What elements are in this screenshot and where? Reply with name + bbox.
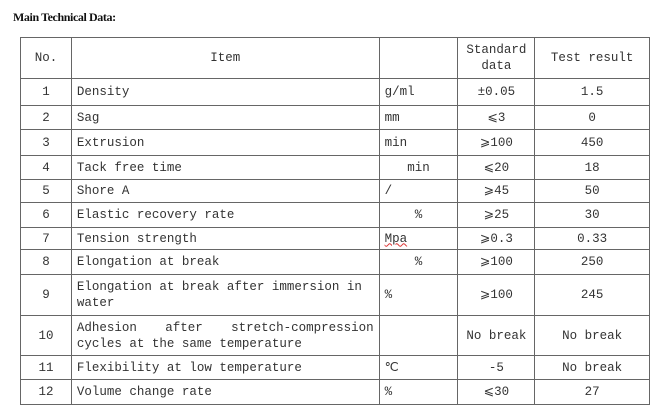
cell-unit: g/ml — [378, 78, 459, 106]
table-row: 3 Extrusion min ⩾100 450 — [20, 129, 650, 156]
cell-item: Volume change rate — [70, 379, 380, 405]
cell-standard: ⩾100 — [457, 129, 536, 156]
cell-unit: min — [378, 129, 459, 156]
cell-result: 0.33 — [534, 227, 650, 250]
cell-item: Tack free time — [70, 155, 380, 180]
cell-result: 27 — [534, 379, 650, 405]
cell-standard: ⩾45 — [457, 179, 536, 203]
cell-unit: min — [378, 155, 459, 180]
cell-item: Elongation at break after immersion in w… — [70, 274, 380, 316]
cell-item: Extrusion — [70, 129, 380, 156]
cell-standard: ⩽30 — [457, 379, 536, 405]
cell-unit: % — [378, 202, 459, 228]
cell-no: 3 — [20, 129, 72, 156]
cell-standard: -5 — [457, 355, 536, 380]
cell-standard: ⩾0.3 — [457, 227, 536, 250]
cell-unit: Mpa — [378, 227, 459, 250]
cell-no: 11 — [20, 355, 72, 380]
cell-item: Sag — [70, 105, 380, 130]
table-row: 2 Sag mm ⩽3 0 — [20, 105, 650, 130]
technical-data-table: No. Item Standard data Test result 1 Dens… — [20, 37, 650, 405]
cell-standard: ⩾100 — [457, 249, 536, 275]
table-row: 7 Tension strength Mpa ⩾0.3 0.33 — [20, 227, 650, 250]
header-unit — [378, 37, 459, 79]
table-row: 6 Elastic recovery rate% ⩾25 30 — [20, 202, 650, 228]
cell-no: 7 — [20, 227, 72, 250]
header-standard: Standard data — [457, 37, 536, 79]
cell-result: 245 — [534, 274, 650, 316]
cell-item: Elastic recovery rate — [70, 202, 380, 228]
section-title: Main Technical Data: — [13, 10, 116, 24]
cell-unit — [378, 315, 459, 356]
cell-result: 1.5 — [534, 78, 650, 106]
cell-no: 2 — [20, 105, 72, 130]
cell-no: 6 — [20, 202, 72, 228]
cell-result: 18 — [534, 155, 650, 180]
cell-unit: % — [378, 249, 459, 275]
header-no: No. — [20, 37, 72, 79]
header-item: Item — [70, 37, 380, 79]
cell-no: 9 — [20, 274, 72, 316]
table-row: 10 Adhesion after stretch-compression cyc… — [20, 315, 650, 356]
cell-unit: / — [378, 179, 459, 203]
cell-result: No break — [534, 355, 650, 380]
cell-item: Elongation at break — [70, 249, 380, 275]
cell-result: 50 — [534, 179, 650, 203]
cell-no: 1 — [20, 78, 72, 106]
cell-result: 250 — [534, 249, 650, 275]
cell-item: Shore A — [70, 179, 380, 203]
table-row: 4 Tack free time min ⩽20 18 — [20, 155, 650, 180]
cell-item: Density — [70, 78, 380, 106]
cell-standard: ⩾100 — [457, 274, 536, 316]
cell-item: Adhesion after stretch-compression cycle… — [70, 315, 380, 356]
cell-unit: % — [378, 274, 459, 316]
cell-standard: ⩽3 — [457, 105, 536, 130]
cell-unit: % — [378, 379, 459, 405]
cell-standard: ±0.05 — [457, 78, 536, 106]
cell-standard: No break — [457, 315, 536, 356]
table-row: 11 Flexibility at low temperature ℃ -5 No br… — [20, 355, 650, 380]
cell-no: 10 — [20, 315, 72, 356]
cell-result: 30 — [534, 202, 650, 228]
cell-result: 0 — [534, 105, 650, 130]
cell-result: No break — [534, 315, 650, 356]
cell-no: 4 — [20, 155, 72, 180]
cell-standard: ⩾25 — [457, 202, 536, 228]
cell-result: 450 — [534, 129, 650, 156]
table-header-row: No. Item Standard data Test result — [20, 37, 650, 79]
cell-no: 12 — [20, 379, 72, 405]
table-row: 9 Elongation at break after immersion in … — [20, 274, 650, 316]
table-row: 8 Elongation at break% ⩾100 250 — [20, 249, 650, 275]
cell-no: 5 — [20, 179, 72, 203]
table-row: 5 Shore A / ⩾45 50 — [20, 179, 650, 203]
cell-unit: mm — [378, 105, 459, 130]
cell-no: 8 — [20, 249, 72, 275]
table-row: 1 Density g/ml ±0.05 1.5 — [20, 78, 650, 106]
header-result: Test result — [534, 37, 650, 79]
cell-item: Tension strength — [70, 227, 380, 250]
cell-unit: ℃ — [378, 355, 459, 380]
cell-item: Flexibility at low temperature — [70, 355, 380, 380]
table-row: 12 Volume change rate% ⩽30 27 — [20, 379, 650, 405]
cell-standard: ⩽20 — [457, 155, 536, 180]
